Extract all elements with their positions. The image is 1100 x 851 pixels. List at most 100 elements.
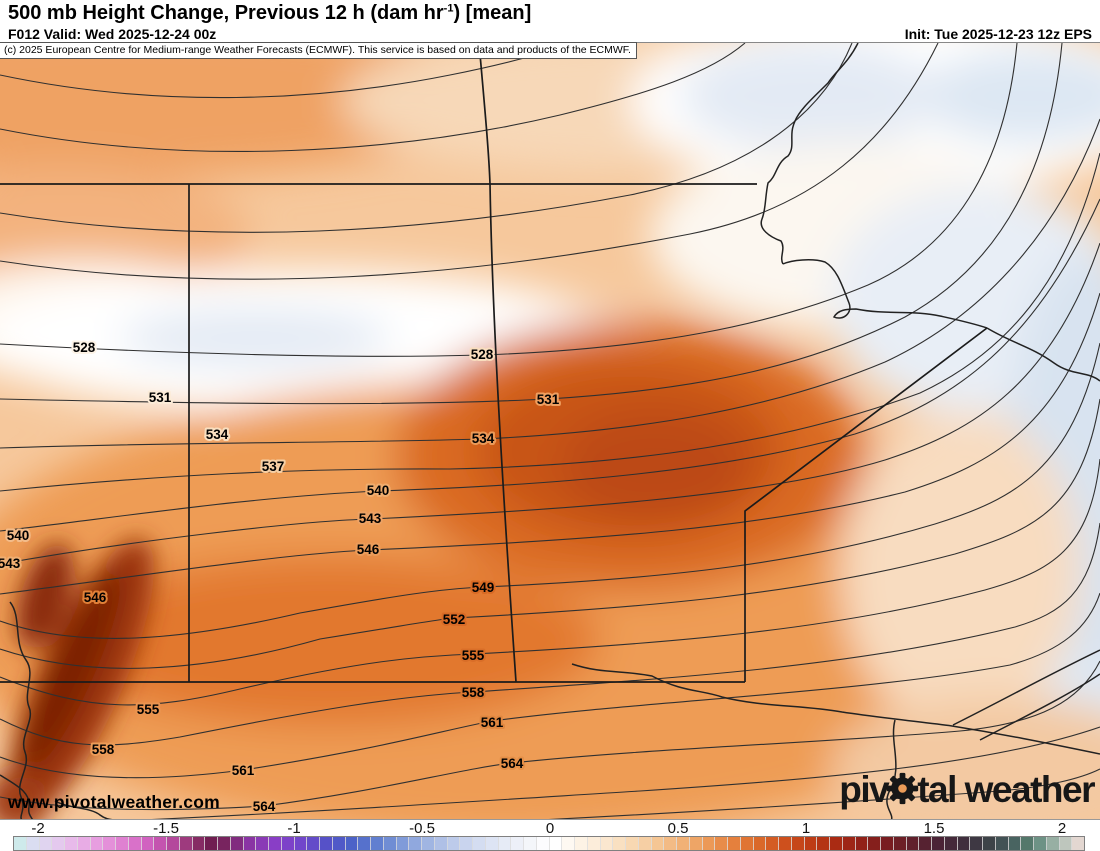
colorbar-cell bbox=[995, 837, 1009, 850]
colorbar-cell bbox=[1046, 837, 1060, 850]
rivers-lakes bbox=[0, 43, 1100, 819]
colorbar-cell bbox=[396, 837, 410, 850]
colorbar-cell bbox=[358, 837, 371, 850]
colorbar-cell bbox=[281, 837, 295, 850]
colorbar-tick-label: -2 bbox=[31, 820, 45, 837]
contour-label: 540 bbox=[367, 483, 390, 498]
init-time-label: Init: Tue 2025-12-23 12z EPS bbox=[904, 26, 1092, 42]
meta-row: F012 Valid: Wed 2025-12-24 00z Init: Tue… bbox=[0, 26, 1100, 42]
colorbar-cell bbox=[881, 837, 894, 850]
colorbar-cell bbox=[664, 837, 677, 850]
colorbar-cell bbox=[332, 837, 346, 850]
colorbar-cell bbox=[702, 837, 716, 850]
colorbar-cell bbox=[422, 837, 435, 850]
copyright-notice: (c) 2025 European Centre for Medium-rang… bbox=[0, 42, 637, 59]
contour-label: 555 bbox=[462, 648, 485, 663]
colorbar-cell bbox=[855, 837, 869, 850]
colorbar-tick-label: 0.5 bbox=[667, 820, 689, 837]
colorbar-cell bbox=[536, 837, 550, 850]
contour-label: 534 bbox=[206, 427, 229, 442]
valid-time-label: F012 Valid: Wed 2025-12-24 00z bbox=[8, 26, 217, 42]
colorbar-cell bbox=[52, 837, 65, 850]
contour-label: 543 bbox=[0, 556, 21, 571]
colorbar-cell bbox=[932, 837, 945, 850]
colorbar-cell bbox=[1059, 837, 1073, 850]
colorbar-cell bbox=[1008, 837, 1022, 850]
colorbar-cell bbox=[409, 837, 422, 850]
watermark-link[interactable]: www.pivotalweather.com bbox=[8, 792, 220, 812]
colorbar-cell bbox=[218, 837, 231, 850]
colorbar-cell bbox=[26, 837, 40, 850]
colorbar-cell bbox=[626, 837, 639, 850]
colorbar-cell bbox=[919, 837, 932, 850]
colorbar-cell bbox=[498, 837, 512, 850]
colorbar-cell bbox=[1072, 837, 1084, 850]
field-shading bbox=[0, 43, 1100, 819]
colorbar-cell bbox=[434, 837, 448, 850]
colorbar-cell bbox=[638, 837, 652, 850]
colorbar-cell bbox=[728, 837, 741, 850]
colorbar-cell bbox=[804, 837, 818, 850]
colorbar-cell bbox=[766, 837, 779, 850]
colorbar-tick-label: 2 bbox=[1057, 820, 1067, 837]
colorbar-cell bbox=[14, 837, 27, 850]
title-superscript: -1 bbox=[443, 2, 454, 15]
contour-label: 549 bbox=[472, 580, 495, 595]
colorbar-cell bbox=[511, 837, 524, 850]
colorbar-cell bbox=[141, 837, 155, 850]
colorbar-tick-label: 0 bbox=[545, 820, 555, 837]
colorbar-cell bbox=[944, 837, 958, 850]
colorbar-ticks: -2 -1.5 -1 -0.5 0 0.5 1 1.5 2 bbox=[0, 820, 1100, 837]
colorbar-cell bbox=[893, 837, 907, 850]
colorbar-cell bbox=[128, 837, 142, 850]
colorbar-cell bbox=[294, 837, 308, 850]
colorbar-cell bbox=[587, 837, 601, 850]
colorbar-cell bbox=[830, 837, 843, 850]
colorbar-cell bbox=[575, 837, 588, 850]
weather-map: 528 528 531 531 534 534 537 540 540 543 543 546 546 5… bbox=[0, 42, 1100, 820]
contour-label: 552 bbox=[443, 612, 466, 627]
colorbar-cell bbox=[256, 837, 269, 850]
gear-icon bbox=[886, 772, 919, 814]
colorbar-cell bbox=[307, 837, 320, 850]
colorbar-cell bbox=[179, 837, 193, 850]
colorbar-cell bbox=[39, 837, 53, 850]
page-title: 500 mb Height Change, Previous 12 h (dam… bbox=[8, 2, 532, 24]
colorbar-tick-label: -0.5 bbox=[409, 820, 435, 837]
contour-labels: 528 528 531 531 534 534 537 540 540 543 543 546 546 5… bbox=[0, 338, 562, 816]
colorbar-cell bbox=[562, 837, 575, 850]
contour-label: 528 bbox=[471, 347, 494, 362]
colorbar-cell bbox=[677, 837, 690, 850]
colorbar-tick-label: 1.5 bbox=[923, 820, 945, 837]
colorbar-cell bbox=[485, 837, 499, 850]
colorbar-cell bbox=[116, 837, 129, 850]
contour-label: 561 bbox=[481, 715, 504, 730]
contour-label: 540 bbox=[7, 528, 30, 543]
header: 500 mb Height Change, Previous 12 h (dam… bbox=[0, 0, 1100, 27]
colorbar-cell bbox=[320, 837, 333, 850]
contour-label: 564 bbox=[253, 799, 276, 814]
colorbar-cell bbox=[103, 837, 116, 850]
contour-label: 528 bbox=[73, 340, 96, 355]
colorbar-cell bbox=[269, 837, 282, 850]
colorbar-cell bbox=[906, 837, 920, 850]
pivotal-weather-logo[interactable]: piv tal weather bbox=[839, 769, 1095, 814]
colorbar-cell bbox=[842, 837, 856, 850]
contour-label: 531 bbox=[149, 390, 172, 405]
colorbar-cell bbox=[460, 837, 473, 850]
colorbar-cell bbox=[90, 837, 104, 850]
contour-label: 534 bbox=[472, 431, 495, 446]
field-shading-dark-streak bbox=[0, 538, 154, 819]
colorbar-cell bbox=[970, 837, 983, 850]
colorbar-cell bbox=[65, 837, 78, 850]
colorbar-cell bbox=[791, 837, 805, 850]
state-borders bbox=[0, 43, 988, 683]
colorbar-tick-label: 1 bbox=[801, 820, 811, 837]
colorbar-cell bbox=[77, 837, 91, 850]
colorbar bbox=[13, 836, 1085, 851]
colorbar-cell bbox=[243, 837, 257, 850]
colorbar-cell bbox=[689, 837, 703, 850]
colorbar-cell bbox=[753, 837, 767, 850]
contour-label: 561 bbox=[232, 763, 255, 778]
map-svg: 528 528 531 531 534 534 537 540 540 543 543 546 546 5… bbox=[0, 43, 1100, 819]
